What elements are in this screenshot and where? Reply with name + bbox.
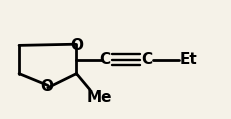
Text: C: C	[141, 52, 152, 67]
Text: Et: Et	[180, 52, 198, 67]
Text: O: O	[40, 79, 53, 94]
Text: Me: Me	[87, 90, 112, 105]
Text: O: O	[70, 38, 83, 53]
Text: C: C	[100, 52, 111, 67]
